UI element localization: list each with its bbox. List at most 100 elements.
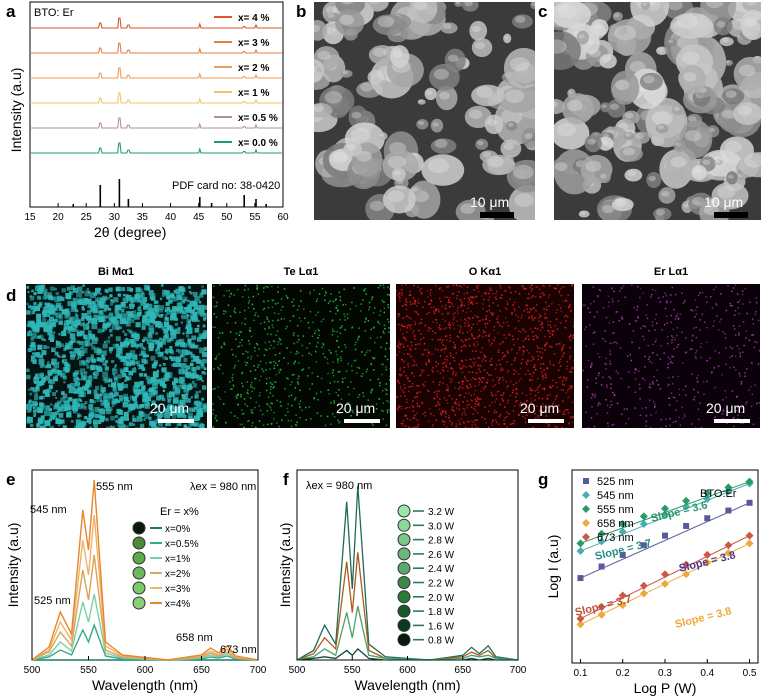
eds-dot <box>570 416 572 418</box>
eds-dot <box>598 356 601 358</box>
eds-dot <box>62 366 68 373</box>
eds-dot <box>474 314 476 317</box>
eds-dot <box>157 415 162 420</box>
sem-c-scale-bar <box>714 212 748 218</box>
eds-dot <box>738 406 740 409</box>
eds-dot <box>122 293 126 297</box>
eds-dot <box>638 347 641 349</box>
eds-dot <box>338 370 341 373</box>
eds-dot <box>195 358 201 364</box>
eds-dot <box>717 365 720 368</box>
eds-dot <box>49 379 55 385</box>
eds-dot <box>447 388 449 390</box>
eds-dot <box>399 367 401 369</box>
eds-dot <box>99 314 105 321</box>
eds-dot <box>558 290 561 293</box>
eds-dot <box>55 302 62 309</box>
eds-dot <box>562 389 564 391</box>
eds-dot <box>484 322 487 325</box>
eds-dot <box>416 402 418 405</box>
eds-dot <box>454 343 456 346</box>
eds-dot <box>286 407 289 410</box>
eds-dot <box>755 297 758 299</box>
eds-dot <box>671 362 674 365</box>
eds-dot <box>48 384 53 389</box>
eds-dot <box>239 423 242 426</box>
g-legend-label-0: 525 nm <box>597 476 634 488</box>
eds-dot <box>478 398 481 400</box>
eds-dot <box>187 388 190 392</box>
e-legend-marker-1 <box>132 536 146 550</box>
eds-dot <box>128 370 134 376</box>
eds-dot <box>245 350 247 353</box>
eds-dot <box>157 341 161 345</box>
eds-dot <box>715 285 717 288</box>
eds-dot <box>458 381 460 384</box>
eds-dot <box>257 293 260 295</box>
sem-particle <box>653 207 672 220</box>
eds-dot <box>542 378 544 380</box>
eds-dot <box>432 397 435 400</box>
g-point-3-3 <box>639 589 648 598</box>
eds-dot <box>108 347 113 352</box>
eds-dot <box>293 362 295 365</box>
eds-dot <box>103 393 108 398</box>
eds-dot <box>592 286 595 288</box>
eds-dot <box>289 383 292 386</box>
g-point-4-3 <box>639 581 648 590</box>
eds-dot <box>30 337 35 342</box>
eds-dot <box>657 297 660 299</box>
eds-dot <box>46 363 52 369</box>
eds-dot <box>750 385 752 388</box>
eds-dot <box>155 404 159 408</box>
eds-dot <box>108 287 113 292</box>
eds-dot <box>668 383 670 386</box>
eds-dot <box>520 412 522 414</box>
eds-dot <box>234 364 236 367</box>
eds-dot <box>385 383 388 385</box>
eds-dot <box>549 385 551 388</box>
eds-dot <box>62 358 68 364</box>
eds-dot <box>533 405 535 408</box>
eds-dot <box>140 300 146 306</box>
eds-dot <box>347 402 350 404</box>
g-point-3-8 <box>745 539 754 548</box>
eds-dot <box>238 334 241 336</box>
eds-dot <box>256 284 258 287</box>
eds-dot <box>564 327 567 329</box>
sem-particle <box>646 172 662 188</box>
eds-dot <box>733 328 736 330</box>
eds-dot <box>461 366 464 369</box>
eds-dot <box>161 326 166 331</box>
eds-dot <box>154 320 161 327</box>
sem-highlight <box>580 210 586 215</box>
eds-dot <box>506 411 508 414</box>
eds-dot <box>247 340 250 342</box>
eds-dot <box>549 345 551 348</box>
eds-dot <box>278 337 281 340</box>
eds-dot <box>550 326 552 329</box>
f-legend-marker-1 <box>397 518 411 532</box>
eds-dot <box>648 385 651 388</box>
sem-highlight <box>325 6 338 15</box>
g-point-4-6 <box>703 550 712 559</box>
eds-dot <box>466 407 469 409</box>
g-point-1-6 <box>703 494 712 503</box>
eds-dot <box>639 327 642 330</box>
eds-dot <box>613 341 615 344</box>
eds-dot <box>539 351 541 353</box>
eds-dot <box>273 340 276 343</box>
eds-dot <box>670 321 673 324</box>
eds-dot <box>91 300 96 305</box>
eds-dot <box>647 344 649 347</box>
eds-dot <box>483 369 486 371</box>
eds-dot <box>485 335 487 337</box>
eds-dot <box>487 339 490 341</box>
eds-dot <box>529 379 531 382</box>
eds-dot <box>35 386 40 392</box>
sem-highlight <box>443 23 452 30</box>
eds-dot <box>549 320 552 323</box>
eds-dot <box>363 290 365 292</box>
sem-highlight <box>356 151 372 162</box>
eds-dot <box>293 399 296 401</box>
